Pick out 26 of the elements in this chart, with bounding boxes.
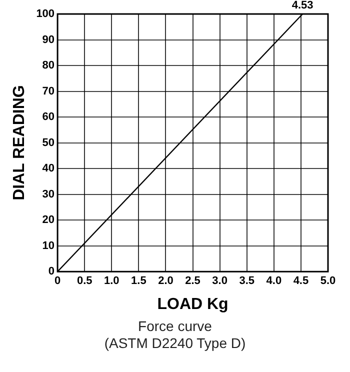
y-tick-label: 30 [42,188,55,200]
text: Force curve [138,318,212,334]
x-tick-label: 1.5 [131,275,146,288]
annotation: 4.53 [292,0,314,12]
y-tick-label: 50 [42,136,55,149]
x-tick-label: 4.0 [266,275,282,288]
x-tick-label: 3.0 [212,275,228,288]
y-tick-label: 20 [42,214,55,226]
y-tick-label: 0 [48,266,55,278]
x-tick-label: 3.5 [239,275,255,288]
x-tick-label: 2.0 [158,275,174,288]
y-axis-title: DIAL READING [11,85,28,200]
y-tick-label: 60 [42,111,55,124]
x-tick-label: 5.0 [320,275,336,288]
y-tick-label: 90 [42,34,55,46]
y-tick-label: 100 [36,8,55,20]
x-tick-label: 2.5 [185,275,200,288]
x-tick-label: 0.5 [76,275,92,288]
x-axis-title: LOAD Kg [157,296,228,313]
x-tick-label: 1.0 [104,275,120,288]
y-tick-label: 40 [42,162,55,175]
y-tick-label: 80 [42,60,55,72]
y-tick-label: 10 [42,240,55,252]
x-tick-label: 4.5 [293,275,309,288]
text: (ASTM D2240 Type D) [104,335,246,351]
y-tick-label: 70 [42,85,55,98]
